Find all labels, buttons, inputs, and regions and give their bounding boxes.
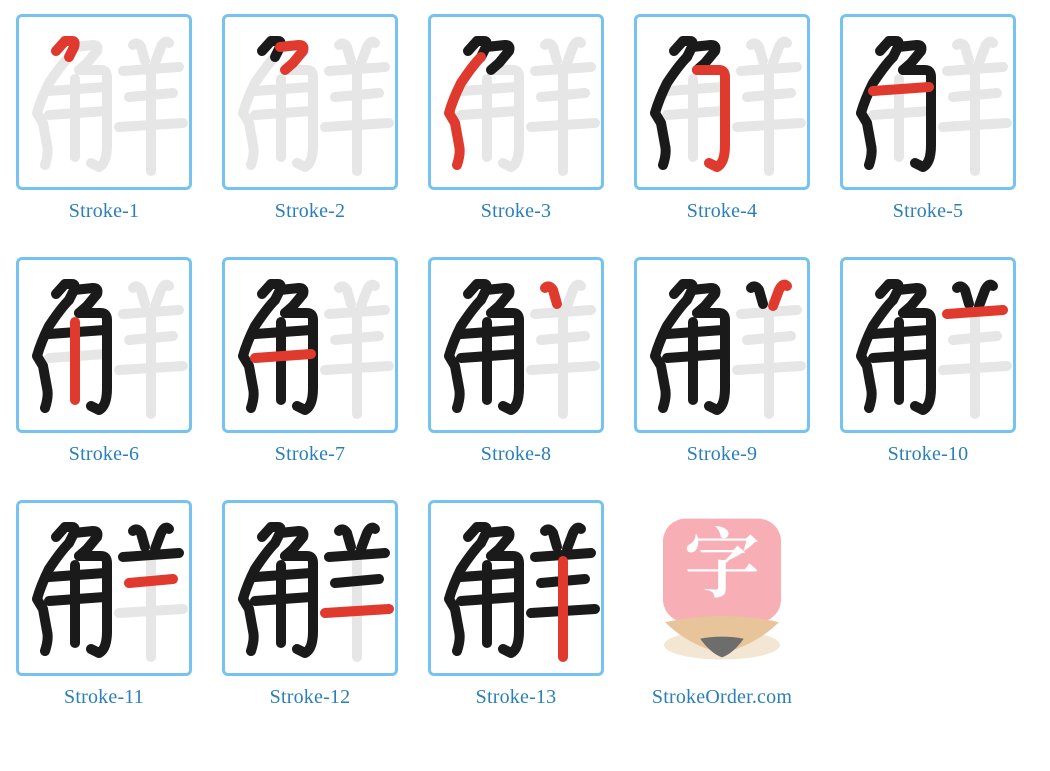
stroke-caption: Stroke-10 [888,443,969,466]
stroke-step-8: Stroke-8 [426,257,606,466]
stroke-step-13: Stroke-13 [426,500,606,709]
brand-caption: StrokeOrder.com [652,686,792,709]
stroke-step-5: Stroke-5 [838,14,1018,223]
svg-text:字: 字 [684,503,761,613]
stroke-tile [428,257,604,433]
stroke-step-11: Stroke-11 [14,500,194,709]
stroke-tile [222,500,398,676]
stroke-step-1: Stroke-1 [14,14,194,223]
stroke-step-10: Stroke-10 [838,257,1018,466]
stroke-caption: Stroke-2 [275,200,345,223]
stroke-tile [222,14,398,190]
stroke-tile [840,14,1016,190]
brand-logo: 字 [634,500,810,676]
stroke-step-7: Stroke-7 [220,257,400,466]
stroke-tile [428,14,604,190]
stroke-step-2: Stroke-2 [220,14,400,223]
stroke-tile [428,500,604,676]
stroke-step-12: Stroke-12 [220,500,400,709]
stroke-caption: Stroke-8 [481,443,551,466]
stroke-tile [840,257,1016,433]
stroke-caption: Stroke-13 [476,686,557,709]
stroke-caption: Stroke-7 [275,443,345,466]
stroke-caption: Stroke-4 [687,200,757,223]
stroke-caption: Stroke-9 [687,443,757,466]
stroke-caption: Stroke-11 [64,686,144,709]
stroke-caption: Stroke-6 [69,443,139,466]
stroke-order-grid: Stroke-1 Stroke-2 Stroke-3 Stroke-4 Stroke-5… [14,14,1036,709]
stroke-tile [16,500,192,676]
stroke-tile [16,14,192,190]
stroke-tile [634,257,810,433]
stroke-caption: Stroke-3 [481,200,551,223]
stroke-tile [222,257,398,433]
stroke-caption: Stroke-12 [270,686,351,709]
stroke-caption: Stroke-5 [893,200,963,223]
stroke-step-6: Stroke-6 [14,257,194,466]
stroke-tile [634,14,810,190]
stroke-step-4: Stroke-4 [632,14,812,223]
brand-cell: 字 StrokeOrder.com [632,500,812,709]
stroke-caption: Stroke-1 [69,200,139,223]
stroke-step-9: Stroke-9 [632,257,812,466]
stroke-step-3: Stroke-3 [426,14,606,223]
stroke-tile [16,257,192,433]
